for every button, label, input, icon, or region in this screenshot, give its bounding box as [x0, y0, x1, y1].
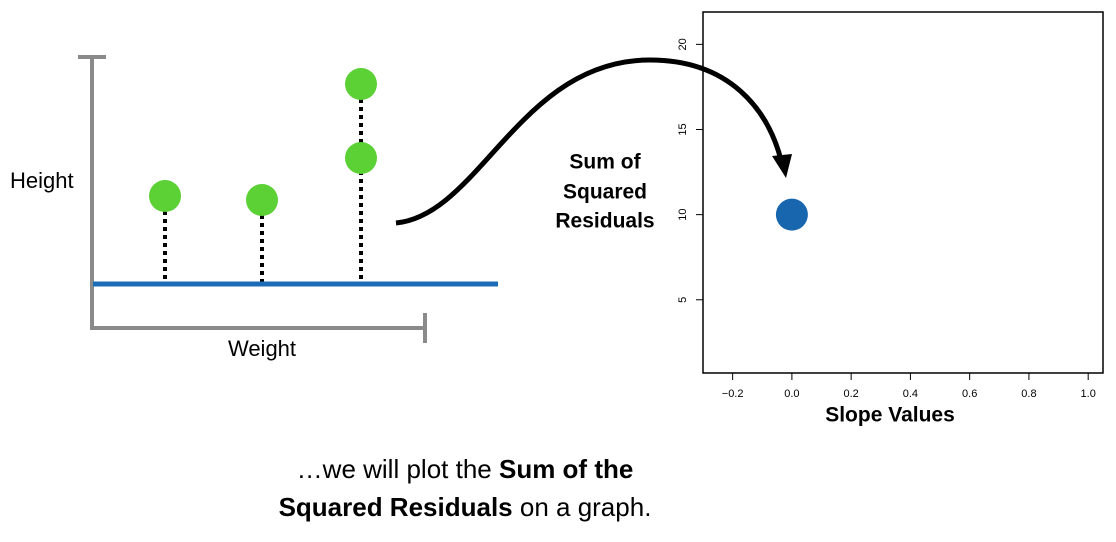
- y-tick-label: 15: [677, 123, 689, 135]
- x-tick-label: −0.2: [722, 388, 744, 400]
- x-tick-label: 0.2: [843, 388, 858, 400]
- arrow: [395, 57, 784, 226]
- y-tick-label: 10: [677, 209, 689, 221]
- arrow-label-line: Residuals: [555, 210, 654, 233]
- caption-text: on a graph.: [513, 492, 652, 522]
- residuals: [163, 99, 363, 284]
- caption-text: …we will plot the: [297, 454, 499, 484]
- caption-text: Sum of the: [499, 454, 633, 484]
- x-tick-label: 0.6: [962, 388, 977, 400]
- arrow-label-line: Sum of: [569, 151, 641, 174]
- arrow-head: [772, 154, 792, 178]
- y-tick-label: 20: [677, 38, 689, 50]
- x-tick-label: 0.4: [903, 388, 918, 400]
- x-tick-label: 0.8: [1021, 388, 1036, 400]
- plot-box: [702, 11, 1104, 374]
- point: [345, 68, 377, 100]
- point: [246, 184, 278, 216]
- arrow-label: Sum of Squared Residuals: [555, 151, 654, 233]
- x-label: Weight: [228, 336, 296, 361]
- point: [775, 198, 808, 231]
- left-diagram: Height Weight: [10, 55, 498, 361]
- y-label: Height: [10, 168, 74, 193]
- x-tick-label: 0.0: [784, 388, 799, 400]
- caption-line: …we will plot the Sum of the: [297, 454, 634, 484]
- point: [345, 142, 377, 174]
- point: [149, 180, 181, 212]
- x-axis-title: Slope Values: [825, 404, 955, 427]
- y-tick-label: 5: [677, 297, 689, 303]
- x-tick-label: 1.0: [1081, 388, 1096, 400]
- caption-line: Squared Residuals on a graph.: [279, 492, 652, 522]
- caption-text: Squared Residuals: [279, 492, 513, 522]
- points: [149, 68, 377, 216]
- arrow-label-line: Squared: [563, 181, 647, 204]
